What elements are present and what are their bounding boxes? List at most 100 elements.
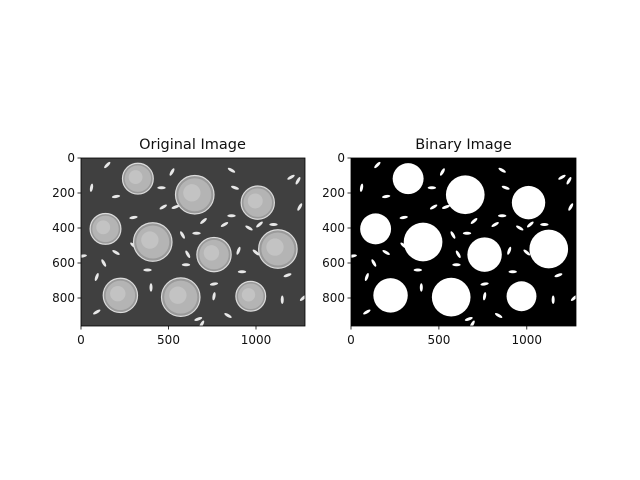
rice-grain [523, 249, 531, 256]
original-image-plot [80, 157, 306, 327]
rice-grain [439, 168, 445, 176]
original-image-panel: Original Image 0 500 1000 0 200 400 600 800 [52, 137, 306, 347]
rice-grain [470, 218, 478, 224]
rice-grain [558, 174, 566, 180]
rice-grain [441, 204, 450, 210]
rice-grain [287, 174, 295, 180]
rice-grain [236, 246, 241, 255]
x-tick-label: 0 [347, 333, 355, 347]
rice-grain [280, 295, 284, 304]
rice-grain [540, 223, 549, 226]
coin [360, 213, 392, 245]
rice-grain [143, 268, 152, 272]
rice-grain [231, 185, 239, 190]
rice-grain [112, 250, 120, 255]
coin-relief [128, 170, 143, 185]
rice-grain [81, 254, 87, 258]
rice-grain [157, 186, 166, 190]
binary-image-panel: Binary Image 0 500 1000 0 200 400 600 800 [322, 137, 577, 347]
rice-grain [181, 263, 191, 267]
rice-grain [359, 183, 364, 192]
rice-grain [526, 221, 534, 228]
rice-grain [269, 223, 278, 226]
rice-grain [364, 273, 369, 281]
rice-grain [480, 282, 489, 286]
coin [529, 229, 569, 269]
rice-grain [429, 204, 438, 210]
rice-grain [200, 218, 207, 224]
y-tick-label: 0 [67, 151, 75, 165]
binary-image-axes: 0 500 1000 0 200 400 600 800 [322, 151, 542, 347]
binary-image-title: Binary Image [415, 137, 512, 153]
coin-relief [247, 193, 263, 209]
coin [392, 163, 424, 195]
y-tick-label: 600 [52, 256, 75, 270]
rice-grain [180, 231, 185, 239]
coin [431, 277, 471, 317]
rice-grain [382, 194, 391, 199]
coin [445, 175, 485, 215]
x-tick-label: 0 [77, 333, 85, 347]
rice-grain [427, 186, 437, 190]
rice-grain [464, 316, 473, 322]
coin-relief [110, 285, 126, 302]
rice-grain [149, 283, 153, 292]
coin [511, 185, 546, 220]
original-image-title: Original Image [139, 137, 246, 153]
rice-grain [297, 203, 303, 211]
rice-grain [171, 204, 180, 210]
rice-grain [374, 161, 381, 169]
rice-grain [551, 295, 555, 304]
rice-grain [159, 204, 167, 210]
rice-grain [419, 283, 423, 292]
y-tick-label: 400 [52, 221, 75, 235]
axes-frame [80, 157, 306, 327]
rice-grain [516, 225, 524, 231]
rice-grain [371, 259, 377, 267]
rice-grain [169, 168, 175, 176]
rice-grain [104, 161, 111, 169]
coin-relief [169, 286, 187, 304]
image-content [351, 158, 576, 326]
coin [373, 278, 408, 313]
rice-grain [450, 231, 456, 239]
rice-grain [501, 185, 510, 190]
rice-grain [101, 259, 107, 267]
rice-grain [227, 214, 236, 218]
rice-grain [452, 263, 461, 267]
rice-grain [497, 214, 507, 218]
coin [403, 222, 443, 262]
coin-relief [203, 245, 220, 261]
rice-grain [194, 316, 203, 322]
rice-grain [245, 225, 253, 231]
rice-grain [491, 222, 499, 227]
x-tick-label: 1000 [241, 333, 272, 347]
rice-grain [498, 167, 506, 173]
y-tick-label: 600 [322, 256, 345, 270]
rice-grain [227, 167, 236, 173]
coin-relief [241, 288, 256, 302]
y-tick-label: 200 [322, 186, 345, 200]
y-tick-label: 400 [322, 221, 345, 235]
rice-grain [469, 320, 475, 326]
rice-grain [568, 203, 574, 211]
coin [506, 281, 537, 312]
y-tick-label: 800 [322, 291, 345, 305]
coin-relief [183, 184, 201, 202]
y-tick-label: 200 [52, 186, 75, 200]
rice-grain [363, 309, 371, 315]
rice-grain [566, 177, 572, 185]
rice-grain [209, 282, 219, 286]
coin [467, 237, 502, 272]
binary-image-plot [350, 157, 577, 327]
rice-grain [89, 183, 94, 192]
rice-grain [111, 194, 121, 199]
rice-grain [455, 250, 461, 258]
rice-grain [129, 215, 138, 220]
rice-grain [93, 309, 101, 315]
rice-grain [507, 246, 512, 255]
coin-relief [96, 220, 111, 235]
rice-grain [199, 320, 205, 326]
coin-relief [141, 231, 159, 249]
